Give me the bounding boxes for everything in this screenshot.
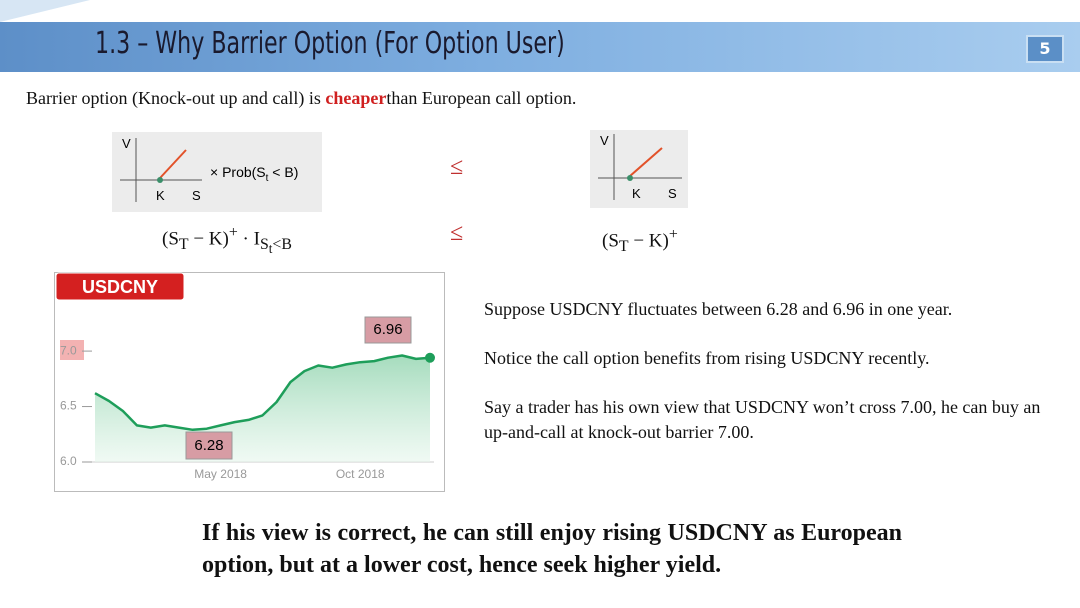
f-part: (S bbox=[602, 230, 619, 252]
prob-part: × Prob(S bbox=[210, 164, 266, 180]
f-sub: T bbox=[618, 238, 629, 256]
axis-label: V bbox=[600, 133, 609, 148]
axis-label: S bbox=[668, 186, 677, 201]
f-part: · I bbox=[237, 228, 260, 250]
annotation-box bbox=[364, 316, 412, 344]
f-part: <B bbox=[272, 236, 292, 254]
intro-highlight: cheaper bbox=[325, 88, 387, 108]
bullet: Notice the call option benefits from ris… bbox=[484, 348, 930, 368]
y-tick-label: 6.5 bbox=[60, 399, 77, 413]
end-dot bbox=[425, 352, 435, 363]
intro-part: than European call option. bbox=[386, 88, 577, 108]
line bbox=[94, 354, 431, 432]
chart-title: USDCNY bbox=[82, 277, 158, 297]
f-sub: T bbox=[178, 236, 189, 254]
corner-decoration bbox=[0, 0, 90, 22]
prob-text: × Prob(St < B) bbox=[210, 164, 298, 184]
chart: USDCNY 6.96 6.28 6.0 6.5 7.0 May 2018 Oct 20… bbox=[54, 272, 445, 492]
page-number: 5 bbox=[1026, 35, 1064, 63]
annotation: 6.96 bbox=[373, 321, 402, 338]
payoff bbox=[629, 147, 663, 177]
strike-dot bbox=[627, 175, 633, 181]
slide-title: 1.3 – Why Barrier Option (For Option Use… bbox=[95, 26, 565, 61]
y-tick-label: 6.0 bbox=[60, 454, 77, 468]
axis-label: S bbox=[192, 188, 201, 203]
relation: ≤ bbox=[450, 154, 464, 180]
right-diagram: V K S bbox=[590, 130, 688, 208]
axis-label: K bbox=[156, 188, 165, 203]
x-tick-label: Oct 2018 bbox=[336, 467, 385, 481]
f-sub: St<B bbox=[259, 236, 292, 257]
bullet: Suppose USDCNY fluctuates between 6.28 a… bbox=[484, 299, 953, 319]
left-diagram: V K S × Prob(St < B) bbox=[112, 132, 322, 212]
intro-part: Barrier option (Knock-out up and call) i… bbox=[26, 88, 326, 108]
f-sup: + bbox=[668, 226, 678, 243]
bullet: Say a trader has his own view that USDCN… bbox=[484, 397, 1041, 442]
f-part: − K) bbox=[188, 228, 229, 250]
conclusion: If his view is correct, he can still enj… bbox=[202, 520, 902, 578]
formula: (ST − K)+ · ISt<B bbox=[162, 224, 292, 257]
annotation: 6.28 bbox=[194, 437, 223, 454]
diagram-bg bbox=[112, 132, 322, 212]
axis-label: K bbox=[632, 186, 641, 201]
formula: (ST − K)+ bbox=[602, 226, 678, 256]
annotation-box bbox=[185, 431, 233, 460]
prob-part: < B) bbox=[268, 164, 298, 180]
area bbox=[95, 355, 430, 462]
x-tick-label: May 2018 bbox=[194, 467, 247, 481]
axis-label: V bbox=[122, 136, 131, 151]
strike-dot bbox=[157, 177, 163, 183]
f-part: − K) bbox=[628, 230, 669, 252]
relation: ≤ bbox=[450, 220, 464, 246]
f-part: S bbox=[259, 236, 269, 254]
header-band bbox=[0, 22, 1080, 72]
f-part: (S bbox=[162, 228, 179, 250]
f-sup: + bbox=[228, 224, 238, 241]
prob-sub: t bbox=[266, 173, 269, 184]
payoff bbox=[159, 149, 187, 179]
label-highlight bbox=[60, 340, 84, 360]
intro-text: Barrier option (Knock-out up and call) i… bbox=[26, 88, 576, 109]
f-sub: t bbox=[268, 241, 273, 257]
chart-title-bg bbox=[55, 272, 185, 301]
y-tick-label: 7.0 bbox=[60, 343, 77, 357]
